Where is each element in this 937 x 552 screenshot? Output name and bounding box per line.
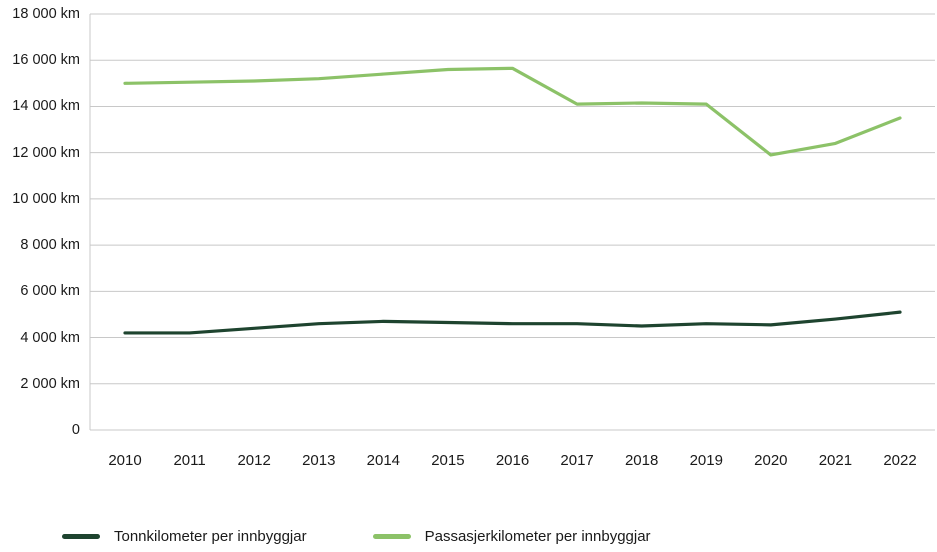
legend-label: Passasjerkilometer per innbyggjar xyxy=(424,528,651,545)
y-tick-label: 4 000 km xyxy=(20,329,80,346)
y-tick-label: 14 000 km xyxy=(12,98,80,115)
x-tick-label: 2021 xyxy=(818,452,853,469)
x-tick-label: 2011 xyxy=(173,452,206,469)
legend-label: Tonnkilometer per innbyggjar xyxy=(114,528,307,545)
y-tick-label: 16 000 km xyxy=(12,52,80,69)
legend-swatch-icon xyxy=(62,534,100,539)
legend-swatch-icon xyxy=(372,534,411,539)
y-tick-label: 2 000 km xyxy=(20,375,80,392)
x-tick-label: 2020 xyxy=(754,452,788,469)
series-line-1 xyxy=(123,66,902,157)
y-tick-label: 12 000 km xyxy=(12,144,80,161)
x-tick-label: 2022 xyxy=(883,452,917,469)
y-tick-label: 18 000 km xyxy=(12,6,80,22)
x-tick-label: 2015 xyxy=(431,452,465,469)
x-tick-label: 2019 xyxy=(689,452,723,469)
x-tick-label: 2016 xyxy=(495,452,530,469)
x-tick-label: 2018 xyxy=(624,452,659,469)
y-tick-label: 0 xyxy=(71,422,80,438)
x-tick-label: 2012 xyxy=(237,452,271,469)
legend-item-0: Tonnkilometer per innbyggjar xyxy=(62,528,307,545)
series-line-0 xyxy=(123,310,902,335)
x-tick-label: 2017 xyxy=(560,452,594,469)
legend-item-1: Passasjerkilometer per innbyggjar xyxy=(372,528,651,545)
x-tick-label: 2013 xyxy=(302,452,336,469)
chart-legend: Tonnkilometer per innbyggjar Passasjerkil… xyxy=(62,528,651,545)
y-tick-label: 6 000 km xyxy=(20,283,80,300)
y-tick-label: 8 000 km xyxy=(20,237,80,254)
x-tick-label: 2010 xyxy=(108,452,142,469)
x-tick-label: 2014 xyxy=(366,452,401,469)
y-tick-label: 10 000 km xyxy=(12,190,80,207)
